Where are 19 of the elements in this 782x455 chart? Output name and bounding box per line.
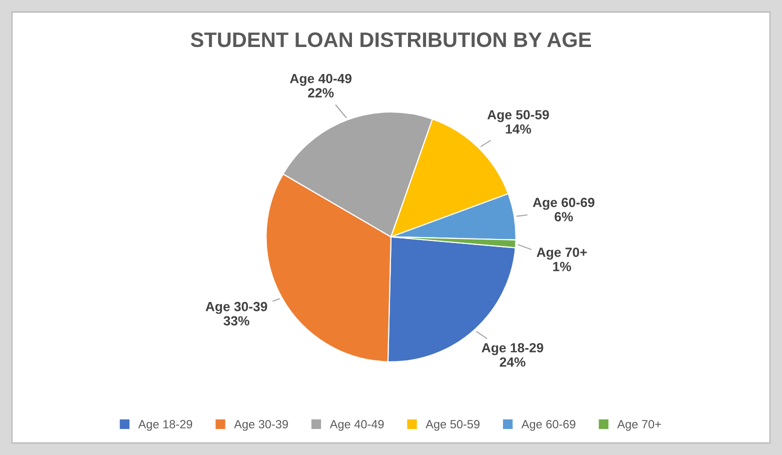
legend-label: Age 40-49 — [330, 420, 384, 431]
data-label: 22% — [308, 88, 334, 98]
legend-label: Age 30-39 — [234, 420, 288, 431]
slice-label: Age 70+ — [536, 248, 587, 260]
slice-label: Age 50-59 — [487, 110, 549, 122]
data-label: 33% — [224, 316, 250, 326]
chart-title: STUDENT LOAN DISTRIBUTION BY AGE — [190, 32, 592, 48]
slice-label: Age 30-39 — [206, 302, 268, 314]
slice-label: Age 40-49 — [290, 74, 352, 86]
data-label: 6% — [554, 212, 573, 222]
slice-label: Age 60-69 — [532, 198, 594, 210]
data-label: 14% — [506, 124, 532, 134]
legend-label: Age 18-29 — [138, 420, 192, 431]
legend-label: Age 60-69 — [521, 420, 576, 431]
data-label: 24% — [500, 357, 526, 367]
legend-label: Age 50-59 — [426, 420, 480, 431]
legend-label: Age 70+ — [617, 420, 661, 431]
slice-label: Age 18-29 — [482, 343, 544, 356]
data-label: 1% — [553, 262, 572, 272]
